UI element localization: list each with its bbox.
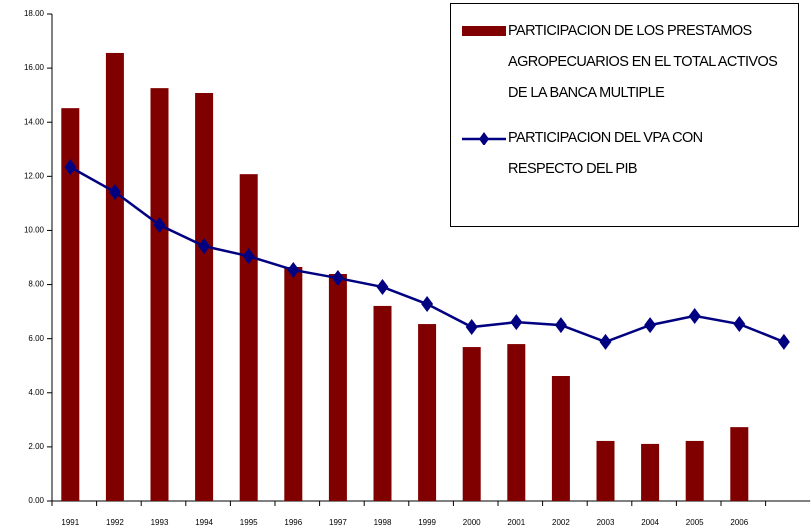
marker — [421, 296, 434, 313]
y-tick-label: 18.00 — [24, 9, 45, 18]
x-tick-label: 1992 — [106, 518, 124, 527]
legend-swatch — [462, 26, 506, 36]
bar — [418, 324, 437, 501]
marker — [153, 217, 166, 234]
marker — [108, 184, 121, 201]
x-tick-label: 1999 — [418, 518, 436, 527]
x-tick-label: 1998 — [374, 518, 392, 527]
marker — [510, 314, 523, 331]
y-tick-label: 12.00 — [24, 171, 45, 180]
bar — [105, 52, 124, 502]
x-tick-label: 2003 — [597, 518, 615, 527]
x-tick-label: 1995 — [240, 518, 258, 527]
bar — [730, 427, 749, 501]
marker — [465, 319, 478, 336]
marker — [777, 333, 790, 350]
y-tick-label: 6.00 — [28, 334, 44, 343]
y-tick-label: 16.00 — [24, 63, 45, 72]
bar — [596, 440, 615, 501]
bar — [462, 347, 481, 501]
x-tick-label: 2002 — [552, 518, 570, 527]
y-tick-label: 14.00 — [24, 117, 45, 126]
y-tick-label: 4.00 — [28, 388, 44, 397]
bar — [685, 440, 704, 501]
marker — [331, 270, 344, 287]
y-tick-label: 0.00 — [28, 496, 44, 505]
y-tick-label: 2.00 — [28, 442, 44, 451]
legend-swatch-rect — [462, 26, 506, 36]
marker — [376, 278, 389, 295]
bar — [328, 274, 347, 501]
x-tick-label: 2000 — [463, 518, 481, 527]
x-tick-label: 2005 — [686, 518, 704, 527]
marker — [733, 316, 746, 333]
legend-label: PARTICIPACION DE LOS PRESTAMOS AGROPECUA… — [508, 23, 778, 101]
legend: PARTICIPACION DE LOS PRESTAMOS AGROPECUA… — [450, 3, 799, 227]
marker — [287, 261, 300, 278]
x-tick-label: 1994 — [195, 518, 213, 527]
marker — [64, 159, 77, 176]
x-tick-label: 2001 — [507, 518, 525, 527]
bar — [61, 108, 80, 502]
marker — [198, 238, 211, 255]
x-tick-label: 1993 — [151, 518, 169, 527]
x-tick-label: 1991 — [61, 518, 79, 527]
x-tick-label: 1996 — [284, 518, 302, 527]
bar — [641, 443, 660, 501]
marker — [644, 317, 657, 334]
legend-swatch — [462, 132, 506, 145]
marker — [242, 248, 255, 265]
bar — [551, 376, 570, 501]
marker — [688, 307, 701, 324]
bar — [284, 266, 303, 501]
y-tick-label: 8.00 — [28, 280, 44, 289]
x-tick-label: 2006 — [730, 518, 748, 527]
y-tick-label: 10.00 — [24, 226, 45, 235]
bar — [507, 344, 526, 501]
bar — [150, 88, 169, 501]
legend-label: PARTICIPACION DEL VPA CON RESPECTO DEL P… — [508, 130, 703, 177]
x-tick-label: 1997 — [329, 518, 347, 527]
x-tick-label: 2004 — [641, 518, 659, 527]
marker — [599, 333, 612, 350]
bar — [195, 93, 214, 501]
bar — [239, 174, 258, 501]
legend-marker — [479, 132, 489, 145]
bar — [373, 305, 392, 501]
marker — [554, 317, 567, 334]
